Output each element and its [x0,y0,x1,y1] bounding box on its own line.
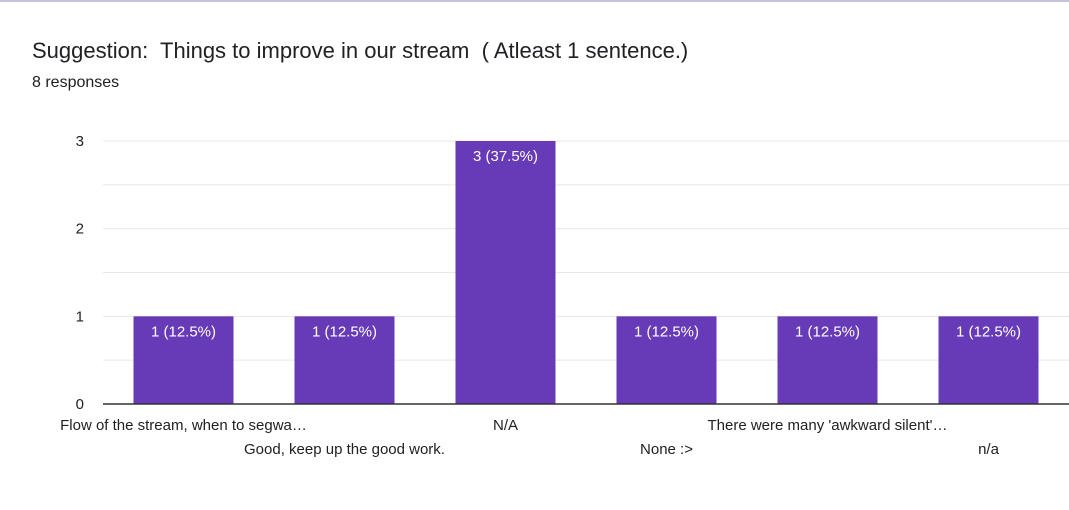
bar-data-label: 1 (12.5%) [312,323,377,340]
bar [294,316,395,404]
bar [938,316,1039,404]
bar [777,316,878,404]
bar-data-label: 1 (12.5%) [956,323,1021,340]
top-border [0,0,1069,2]
bar-data-label: 1 (12.5%) [151,323,216,340]
x-category-label: n/a [978,441,1000,458]
x-category-label: There were many 'awkward silent'… [708,417,948,434]
x-category-label: Flow of the stream, when to segwa… [60,417,307,434]
bar-data-label: 3 (37.5%) [473,148,538,165]
bar [455,141,556,404]
x-category-label: None :> [640,441,693,458]
chart-title: Suggestion: Things to improve in our str… [32,38,689,63]
y-tick-label: 1 [76,308,84,325]
response-count: 8 responses [32,74,120,91]
y-tick-label: 0 [76,396,84,413]
y-tick-label: 2 [76,221,84,238]
bar-data-label: 1 (12.5%) [795,323,860,340]
bar [616,316,717,404]
bar [133,316,234,404]
x-category-label: N/A [493,417,518,434]
x-category-label: Good, keep up the good work. [244,441,445,458]
y-tick-label: 3 [76,133,84,150]
bar-data-label: 1 (12.5%) [634,323,699,340]
